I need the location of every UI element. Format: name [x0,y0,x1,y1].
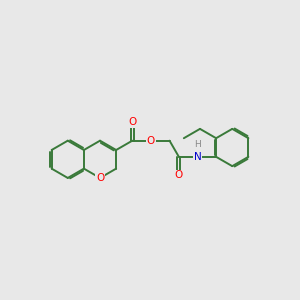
Text: N: N [194,152,201,162]
Text: O: O [175,170,183,180]
Text: O: O [96,173,104,183]
Text: O: O [147,136,155,146]
Text: O: O [128,117,136,127]
Text: H: H [194,140,201,149]
